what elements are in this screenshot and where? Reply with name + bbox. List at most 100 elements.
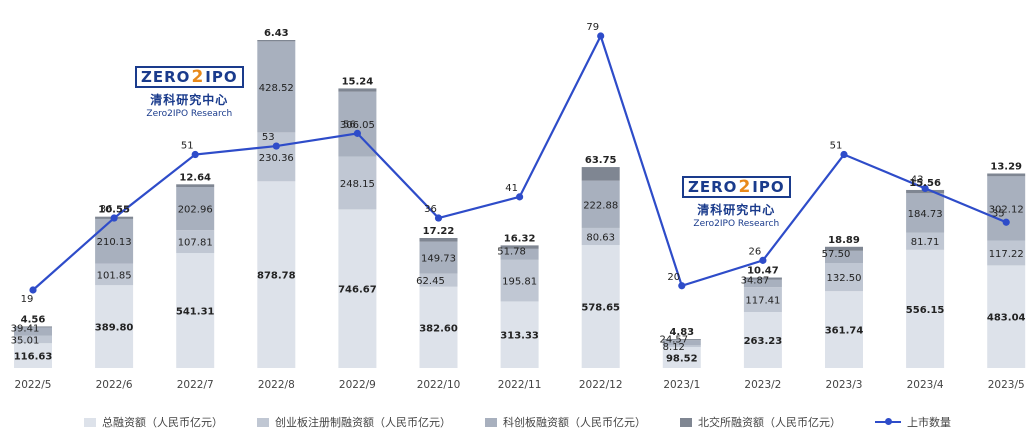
bar-value-label: 4.56 [21,314,46,325]
legend-swatch [84,417,96,427]
bar-segment [662,339,701,341]
logo-text-right: IPO [752,178,785,196]
bar-segment [176,230,215,254]
bar-segment [419,241,458,274]
bar-segment [14,326,52,328]
bar-value-label: 63.75 [585,155,617,166]
x-tick-label: 2023/4 [907,379,944,391]
chart-legend: 总融资额（人民币亿元） 创业板注册制融资额（人民币亿元） 科创板融资额（人民币亿… [0,412,1035,432]
bar-segment [500,259,539,302]
bar-segment [257,132,296,182]
legend-label: 上市数量 [907,416,951,429]
bar-segment [743,279,782,288]
line-point [191,150,199,159]
bar-segment [176,253,215,368]
x-tick-label: 2022/10 [417,379,461,391]
bar-value-label: 210.13 [97,237,132,248]
bar-segment [257,40,296,42]
legend-swatch [680,417,692,427]
bar-value-label: 13.29 [990,161,1022,172]
bar-value-label: 230.36 [259,153,294,164]
bar-segment [581,167,620,181]
line-value-label: 53 [262,132,275,143]
logo-en-text: Zero2IPO Research [693,219,780,229]
legend-label: 总融资额（人民币亿元） [102,416,223,429]
bar-value-label: 382.60 [419,323,458,334]
bar-segment [257,181,296,368]
bar-value-label: 361.74 [825,326,864,337]
bar-segment [906,249,945,368]
bar-value-label: 17.22 [423,226,455,237]
line-point [272,142,280,150]
line-value-label: 79 [586,22,599,33]
line-layer [29,32,1010,294]
line-point [921,184,929,192]
bar-value-label: 389.80 [95,323,134,334]
x-tick-label: 2022/9 [339,379,376,391]
x-tick-label: 2022/8 [258,379,295,391]
bar-value-label: 184.73 [908,209,943,220]
logo-text-mid: 2 [738,177,752,197]
bar-segment [338,156,377,210]
legend-swatch [485,417,497,427]
x-tick-label: 2022/6 [96,379,133,391]
bar-value-label: 117.22 [989,249,1024,260]
legend-label: 创业板注册制融资额（人民币亿元） [275,416,451,429]
bar-value-label: 222.88 [583,200,618,211]
x-tick-label: 2022/12 [579,379,623,391]
x-tick-label: 2022/11 [498,379,542,391]
line-point [353,129,361,137]
bar-value-label: 117.41 [745,296,780,307]
bar-value-label: 18.89 [828,235,860,246]
line-value-label: 36 [100,204,113,215]
bar-segment [906,232,945,250]
logo-zero2ipo-2: ZERO 2 IPO 清科研究中心 Zero2IPO Research [682,176,791,229]
legend-item-bse: 北交所融资额（人民币亿元） [680,414,841,430]
line-value-label: 36 [424,204,437,215]
line-point [516,193,524,201]
line-value-label: 19 [21,294,34,305]
x-tick-label: 2023/2 [744,379,781,391]
bar-value-label: 578.65 [581,303,620,314]
legend-swatch [257,417,269,427]
legend-label: 科创板融资额（人民币亿元） [503,416,646,429]
bar-segment [14,327,52,336]
bar-segment [581,227,620,246]
bar-value-label: 57.50 [822,249,851,260]
bar-value-label: 483.04 [987,313,1026,324]
line-point [840,150,848,159]
bar-value-label: 195.81 [502,277,537,288]
bar-segment [825,291,863,368]
logo-cn-text: 清科研究中心 [697,203,776,217]
bar-segment [500,248,539,260]
x-tick-label: 2023/3 [826,379,863,391]
bar-segment [662,340,701,346]
logo-wordmark: ZERO 2 IPO [682,176,791,198]
bar-segment [95,218,134,264]
line-value-label: 43 [911,174,924,185]
bar-value-label: 248.15 [340,179,375,190]
bar-value-label: 107.81 [178,238,213,249]
bar-value-label: 4.83 [669,327,694,338]
logo-text-right: IPO [205,68,238,86]
logo-cn-text: 清科研究中心 [150,93,229,107]
bars-layer [14,40,1026,368]
logo-en-text: Zero2IPO Research [146,109,233,119]
legend-item-chinext: 创业板注册制融资额（人民币亿元） [257,414,451,430]
logo-wordmark: ZERO 2 IPO [135,66,244,88]
bar-segment [500,245,539,249]
bar-segment [825,263,863,292]
bar-value-label: 149.73 [421,254,456,265]
bar-value-label: 8.12 [663,342,685,353]
x-tick-label: 2023/1 [663,379,700,391]
bar-segment [906,193,945,233]
bar-segment [14,335,52,344]
bar-value-label: 81.71 [911,237,940,248]
logo-text-left: ZERO [688,178,738,196]
bar-value-label: 132.50 [827,273,862,284]
bar-segment [662,347,701,368]
logo-text-mid: 2 [191,67,205,87]
line-point [1002,218,1010,226]
